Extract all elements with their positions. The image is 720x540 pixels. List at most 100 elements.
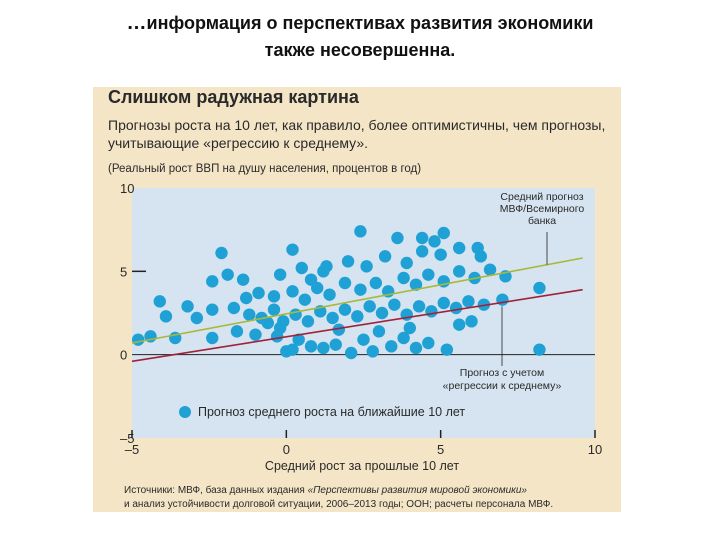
x-tick-label: 10 xyxy=(588,442,602,457)
scatter-point xyxy=(354,225,367,238)
y-tick-label: 10 xyxy=(120,181,134,196)
scatter-point xyxy=(360,260,373,273)
scatter-point xyxy=(400,256,413,270)
scatter-point xyxy=(298,293,312,306)
scatter-point xyxy=(363,300,376,313)
scatter-point xyxy=(317,341,330,355)
scatter-point xyxy=(304,273,318,286)
scatter-point xyxy=(409,341,423,355)
scatter-point xyxy=(462,295,475,308)
x-tick-label: 0 xyxy=(283,442,290,457)
scatter-point xyxy=(267,303,281,316)
regression-forecast-line xyxy=(131,288,583,363)
scatter-point xyxy=(181,300,194,313)
scatter-point xyxy=(159,310,173,323)
scatter-point xyxy=(341,255,355,268)
chart-title: Слишком радужная картина xyxy=(108,87,359,107)
scatter-point xyxy=(366,345,379,358)
scatter-point xyxy=(397,331,410,345)
scatter-point xyxy=(131,333,145,346)
scatter-point xyxy=(326,311,339,325)
chart-units: (Реальный рост ВВП на душу населения, пр… xyxy=(108,163,422,175)
scatter-point xyxy=(388,298,401,311)
scatter-point xyxy=(449,301,463,315)
scatter-point xyxy=(206,275,219,288)
slide-title: …информация о перспективах развития экон… xyxy=(0,10,720,64)
scatter-point xyxy=(452,318,466,331)
scatter-point xyxy=(422,268,435,281)
scatter-point xyxy=(397,271,410,285)
scatter-point xyxy=(372,325,386,338)
legend-dot-icon xyxy=(179,406,191,418)
scatter-point xyxy=(286,343,299,356)
scatter-point xyxy=(252,286,265,300)
scatter-point xyxy=(434,248,447,261)
scatter-point xyxy=(533,281,546,295)
scatter-point xyxy=(425,305,438,318)
x-axis-label: Средний рост за прошлые 10 лет xyxy=(265,459,459,473)
scatter-point xyxy=(415,231,429,245)
scatter-point xyxy=(357,333,370,346)
scatter-point xyxy=(227,301,241,315)
y-tick-label: –5 xyxy=(120,431,134,446)
scatter-point xyxy=(437,226,450,240)
scatter-point xyxy=(533,343,546,356)
scatter-point xyxy=(465,315,478,328)
scatter-point xyxy=(304,340,318,353)
sources-line-2: и анализ устойчивости долговой ситуации,… xyxy=(124,499,554,510)
sources-line-1: Источники: МВФ, база данных издания xyxy=(124,485,308,496)
scatter-point xyxy=(153,295,166,308)
imf-annotation-line: банка xyxy=(528,215,556,227)
imf-forecast-line xyxy=(131,257,583,344)
scatter-point xyxy=(273,268,287,281)
scatter-point xyxy=(295,261,308,275)
scatter-point xyxy=(344,346,358,360)
x-tick-label: 5 xyxy=(437,442,444,457)
plot-area xyxy=(132,188,595,438)
regression-annotation-line: «регрессии к среднему» xyxy=(443,380,562,392)
scatter-point xyxy=(236,273,250,286)
scatter-point xyxy=(437,296,450,310)
y-tick-label: 5 xyxy=(120,264,127,279)
scatter-point xyxy=(320,260,333,273)
scatter-point xyxy=(273,321,287,335)
scatter-point xyxy=(391,231,404,245)
scatter-point xyxy=(369,276,383,290)
scatter-point xyxy=(206,303,219,316)
sources-publication: «Перспективы развития мировой экономики» xyxy=(307,485,527,496)
scatter-point xyxy=(351,310,364,323)
scatter-point xyxy=(452,265,466,278)
scatter-point xyxy=(385,340,398,353)
title-ellipsis: … xyxy=(126,12,147,34)
y-tick-label: 0 xyxy=(120,348,127,363)
legend-label: Прогноз среднего роста на ближайшие 10 л… xyxy=(198,405,465,419)
chart-subtitle: Прогнозы роста на 10 лет, как правило, б… xyxy=(108,117,606,151)
scatter-point xyxy=(471,241,484,255)
scatter-point xyxy=(415,245,429,258)
scatter-point xyxy=(375,306,389,320)
scatter-point xyxy=(267,290,281,303)
scatter-point xyxy=(329,338,342,351)
title-line-1: информация о перспективах развития эконо… xyxy=(146,13,594,33)
scatter-point xyxy=(190,311,204,325)
scatter-point xyxy=(422,336,435,350)
imf-annotation-line: МВФ/Всемирного xyxy=(500,203,585,215)
sources-note: Источники: МВФ, база данных издания «Пер… xyxy=(124,484,553,512)
title-line-2: также несовершенна. xyxy=(264,40,456,60)
scatter-point xyxy=(215,246,228,260)
scatter-point xyxy=(206,331,219,345)
scatter-point xyxy=(428,235,441,248)
scatter-point xyxy=(323,288,336,301)
scatter-point xyxy=(338,276,352,290)
scatter-point xyxy=(249,328,262,341)
scatter-point xyxy=(378,250,392,263)
imf-annotation-line: Средний прогноз xyxy=(500,191,583,203)
scatter-point xyxy=(338,303,352,316)
scatter-point xyxy=(286,285,299,298)
scatter-point xyxy=(286,243,299,256)
scatter-point xyxy=(240,291,253,305)
scatter-point xyxy=(230,325,244,338)
scatter-point xyxy=(483,263,497,276)
regression-annotation-line: Прогноз с учетом xyxy=(460,367,544,379)
